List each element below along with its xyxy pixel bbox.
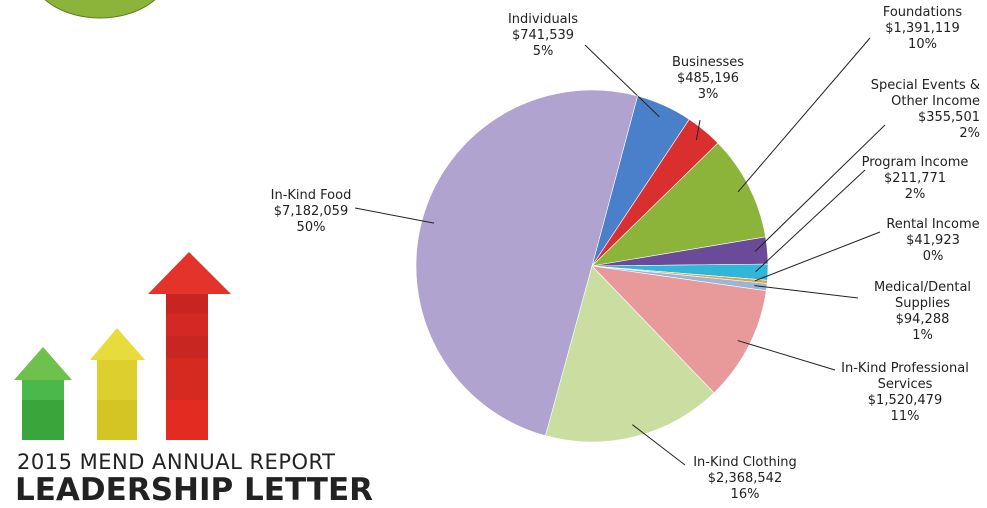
category-label: Medical/Dental Supplies	[873, 280, 972, 311]
value-label: $485,196	[676, 71, 740, 86]
leader-line	[354, 207, 435, 224]
leader-line	[755, 169, 866, 273]
category-label: Rental Income	[886, 217, 980, 232]
category-label: In-Kind Clothing	[693, 455, 797, 470]
percent-label: 10%	[908, 37, 937, 52]
pie-slice	[545, 265, 715, 443]
report-title: LEADERSHIP LETTER	[15, 472, 373, 508]
category-label: In-Kind Professional Services	[841, 361, 969, 392]
value-label: $1,391,119	[885, 21, 960, 36]
leader-line	[754, 231, 881, 282]
leader-line	[737, 37, 871, 193]
category-label: Special Events & Other Income	[870, 78, 980, 109]
percent-label: 11%	[890, 409, 920, 424]
leader-line	[695, 119, 701, 141]
pie-slice	[591, 265, 767, 394]
value-label: $41,923	[906, 233, 960, 248]
category-label: Individuals	[507, 12, 579, 27]
slice-label: Rental Income $41,923 0%	[868, 217, 987, 265]
percent-label: 2%	[959, 126, 980, 141]
percent-label: 50%	[296, 220, 326, 235]
leader-line	[754, 285, 859, 299]
slice-label: Medical/Dental Supplies $94,288 1%	[860, 280, 985, 344]
slice-label: In-Kind Professional Services $1,520,479 1…	[830, 361, 980, 425]
category-label: In-Kind Food	[270, 188, 352, 203]
leader-line	[754, 124, 886, 252]
slice-label: In-Kind Food $7,182,059 50%	[246, 188, 376, 236]
decor-circle	[44, 0, 156, 19]
pie-slice	[591, 142, 766, 267]
slice-label: Individuals $741,539 5%	[478, 12, 608, 60]
pie-slice	[415, 89, 638, 437]
percent-label: 16%	[730, 487, 760, 502]
category-label: Program Income	[861, 155, 969, 170]
value-label: $7,182,059	[273, 204, 349, 219]
value-label: $355,501	[917, 110, 980, 125]
leader-line	[737, 340, 836, 371]
percent-label: 3%	[697, 87, 719, 102]
percent-label: 1%	[912, 328, 933, 343]
percent-label: 0%	[922, 249, 944, 264]
report-subtitle: 2015 MEND ANNUAL REPORT	[17, 450, 336, 474]
slice-label: In-Kind Clothing $2,368,542 16%	[680, 455, 810, 503]
slice-label: Special Events & Other Income $355,501 2%	[840, 78, 980, 142]
slice-label: Program Income $211,771 2%	[845, 155, 985, 203]
value-label: $1,520,479	[867, 393, 943, 408]
value-label: $211,771	[883, 171, 947, 186]
category-label: Businesses	[671, 55, 745, 70]
category-label: Foundations	[882, 5, 963, 20]
value-label: $94,288	[895, 312, 950, 327]
leader-line	[632, 424, 686, 466]
percent-label: 5%	[532, 44, 554, 59]
percent-label: 2%	[904, 187, 926, 202]
blocks-illustration	[14, 252, 231, 440]
value-label: $2,368,542	[707, 471, 783, 486]
slice-label: Foundations $1,391,119 10%	[860, 5, 985, 53]
value-label: $741,539	[511, 28, 575, 43]
leader-line	[584, 44, 660, 118]
slice-label: Businesses $485,196 3%	[648, 55, 768, 103]
